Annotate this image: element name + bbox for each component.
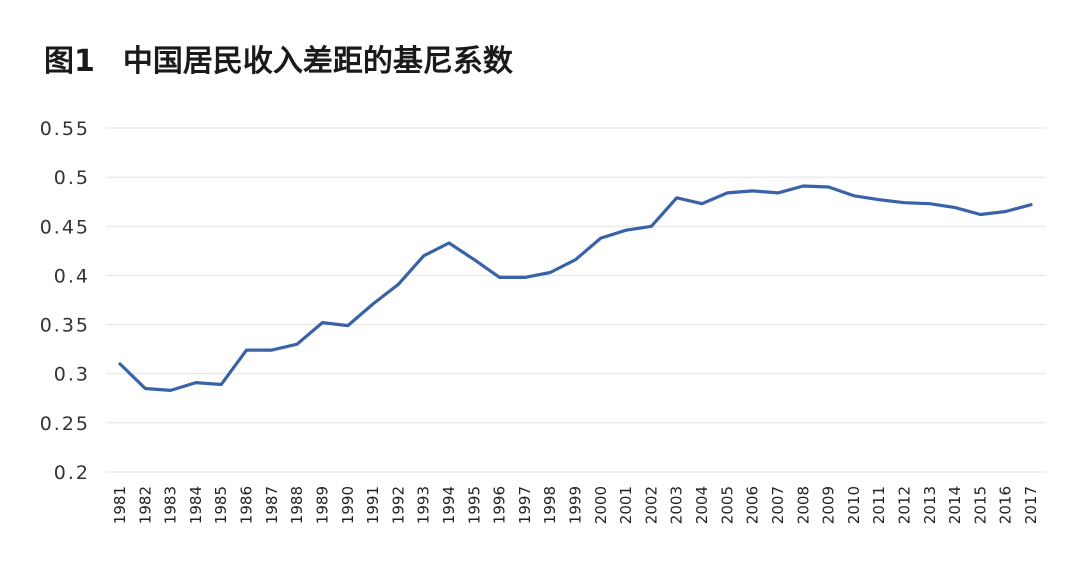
data-point-2017	[1029, 203, 1033, 207]
x-tick-label: 2017	[1022, 486, 1040, 524]
data-point-2014	[953, 206, 957, 210]
data-point-1982	[143, 387, 147, 391]
x-tick-label: 2011	[870, 486, 888, 524]
x-tick-label: 1989	[313, 486, 331, 524]
x-tick-label: 2010	[845, 486, 863, 524]
data-point-1997	[523, 275, 527, 279]
data-point-2004	[700, 202, 704, 206]
data-point-1992	[396, 282, 400, 286]
x-tick-label: 1982	[136, 486, 154, 524]
y-axis-ticks: 0.55 0.5 0.45 0.4 0.35 0.3 0.25 0.2	[40, 118, 90, 484]
x-tick-label: 2016	[997, 486, 1015, 524]
data-point-1990	[346, 324, 350, 328]
x-tick-label: 1996	[491, 486, 509, 524]
data-point-1988	[295, 342, 299, 346]
x-tick-label: 2015	[971, 486, 989, 524]
x-tick-label: 1994	[440, 486, 458, 524]
data-point-1998	[548, 271, 552, 275]
x-tick-label: 1993	[415, 486, 433, 524]
x-tick-label: 1998	[541, 486, 559, 524]
x-axis-ticks: 1981 1982 1983 1984 1985 1986 1987 1988 1989 1990…	[111, 486, 1040, 524]
series-line-gini	[118, 184, 1033, 392]
x-tick-label: 2012	[895, 486, 913, 524]
figure-title: 图1 中国居民收入差距的基尼系数	[44, 40, 513, 84]
data-point-1981	[118, 362, 122, 366]
x-tick-label: 2009	[820, 486, 838, 524]
figure-label: 图1	[44, 44, 95, 79]
data-point-1984	[194, 381, 198, 385]
x-tick-label: 1984	[187, 486, 205, 524]
x-tick-label: 2007	[769, 486, 787, 524]
data-point-1993	[422, 254, 426, 258]
x-tick-label: 1986	[238, 486, 256, 524]
x-tick-label: 1988	[288, 486, 306, 524]
data-point-2012	[903, 201, 907, 205]
y-tick-label: 0.25	[40, 413, 90, 435]
x-tick-label: 2002	[642, 486, 660, 524]
y-tick-label: 0.2	[54, 462, 90, 484]
y-tick-label: 0.55	[40, 118, 90, 140]
data-point-1983	[169, 388, 173, 392]
data-point-2009	[827, 185, 831, 189]
x-tick-label: 2006	[744, 486, 762, 524]
data-point-2011	[877, 198, 881, 202]
y-tick-label: 0.35	[40, 315, 90, 337]
x-tick-label: 1981	[111, 486, 129, 524]
x-tick-label: 2004	[693, 486, 711, 524]
x-tick-label: 2008	[794, 486, 812, 524]
x-tick-label: 2013	[921, 486, 939, 524]
data-point-1999	[574, 258, 578, 262]
data-point-2000	[599, 236, 603, 240]
data-point-1996	[498, 275, 502, 279]
y-tick-label: 0.4	[54, 265, 90, 287]
data-point-2010	[852, 194, 856, 198]
x-tick-label: 1997	[516, 486, 534, 524]
x-tick-label: 2000	[592, 486, 610, 524]
data-point-1991	[371, 302, 375, 306]
data-point-2016	[1004, 210, 1008, 214]
data-point-2006	[751, 189, 755, 193]
x-tick-label: 2003	[668, 486, 686, 524]
y-tick-label: 0.5	[54, 167, 90, 189]
data-point-2013	[928, 202, 932, 206]
x-tick-label: 2001	[617, 486, 635, 524]
y-tick-label: 0.3	[54, 364, 90, 386]
x-tick-label: 2014	[946, 486, 964, 524]
data-point-2008	[801, 184, 805, 188]
data-point-2001	[624, 228, 628, 232]
x-tick-label: 1987	[263, 486, 281, 524]
data-point-1989	[320, 321, 324, 325]
x-tick-label: 1985	[212, 486, 230, 524]
data-point-1985	[219, 383, 223, 387]
data-point-1994	[447, 241, 451, 245]
data-point-2005	[725, 191, 729, 195]
data-point-2002	[649, 224, 653, 228]
data-point-2015	[978, 213, 982, 217]
figure-title-text: 中国居民收入差距的基尼系数	[122, 44, 513, 79]
data-point-1987	[270, 348, 274, 352]
series-group	[118, 184, 1033, 392]
grid-lines	[106, 127, 1046, 473]
x-tick-label: 1995	[465, 486, 483, 524]
x-tick-label: 1990	[339, 486, 357, 524]
data-point-2007	[776, 191, 780, 195]
y-tick-label: 0.45	[40, 216, 90, 238]
x-tick-label: 1992	[389, 486, 407, 524]
data-point-1986	[245, 348, 249, 352]
x-tick-label: 1991	[364, 486, 382, 524]
data-point-1995	[472, 258, 476, 262]
x-tick-label: 1999	[567, 486, 585, 524]
data-point-2003	[675, 196, 679, 200]
x-tick-label: 1983	[162, 486, 180, 524]
x-tick-label: 2005	[718, 486, 736, 524]
